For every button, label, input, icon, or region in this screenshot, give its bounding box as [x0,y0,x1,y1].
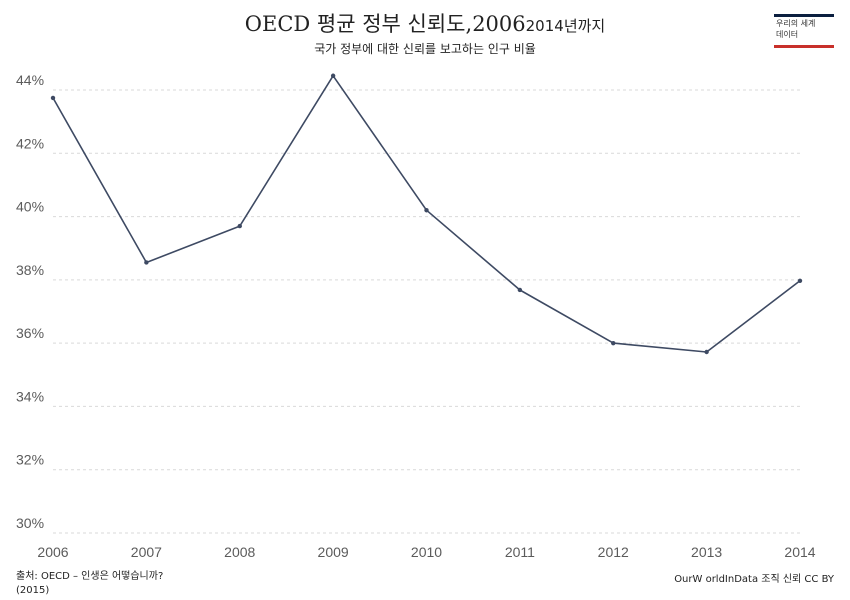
y-tick-label: 42% [16,135,44,151]
y-tick-label: 34% [16,388,44,404]
owid-logo[interactable]: 우리의 세계 데이터 [774,14,834,48]
x-tick-label: 2008 [224,544,255,560]
x-tick-label: 2012 [598,544,629,560]
license-note[interactable]: OurW orldInData 조직 신뢰 CC BY [674,574,834,585]
chart-title-range: 2014년까지 [525,17,606,35]
logo-top-bar [774,14,834,17]
data-point-2006 [50,95,56,101]
data-point-2008 [237,223,242,229]
x-tick-label: 2009 [318,544,349,560]
y-tick-label: 38% [16,262,44,278]
logo-line-2: 데이터 [776,30,799,39]
x-tick-label: 2006 [37,544,68,560]
source-note: 출처: OECD – 인생은 어떻습니까? (2015) [16,570,163,598]
source-line-1: 출처: OECD – 인생은 어떻습니까? [16,571,164,582]
chart-title-main: OECD 평균 정부 신뢰도, [244,12,473,36]
y-tick-label: 44% [16,72,44,88]
data-point-2011 [517,287,523,293]
x-tick-label: 2010 [411,544,442,560]
chart-title: OECD 평균 정부 신뢰도,20062014년까지 [0,8,850,38]
chart-title-year: 2006 [472,12,526,36]
x-tick-label: 2011 [505,544,535,560]
series-line [52,75,801,353]
data-point-2007 [144,260,149,265]
data-point-2014 [797,278,803,284]
y-tick-label: 40% [16,199,44,215]
data-point-2012 [611,340,616,346]
y-tick-label: 32% [16,452,44,468]
source-line-2: (2015) [16,585,50,596]
logo-bottom-bar [774,45,834,48]
data-point-2010 [424,208,429,213]
x-tick-label: 2007 [131,544,162,560]
data-point-2009 [330,73,336,78]
y-tick-label: 36% [16,325,44,341]
data-point-2013 [704,349,709,355]
y-tick-label: 30% [16,515,44,531]
chart-subtitle: 국가 정부에 대한 신뢰를 보고하는 인구 비율 [314,42,536,56]
x-tick-label: 2013 [691,544,722,560]
x-tick-label: 2014 [784,544,815,560]
logo-line-1: 우리의 세계 [776,19,816,28]
logo-text: 우리의 세계 데이터 [776,18,815,40]
